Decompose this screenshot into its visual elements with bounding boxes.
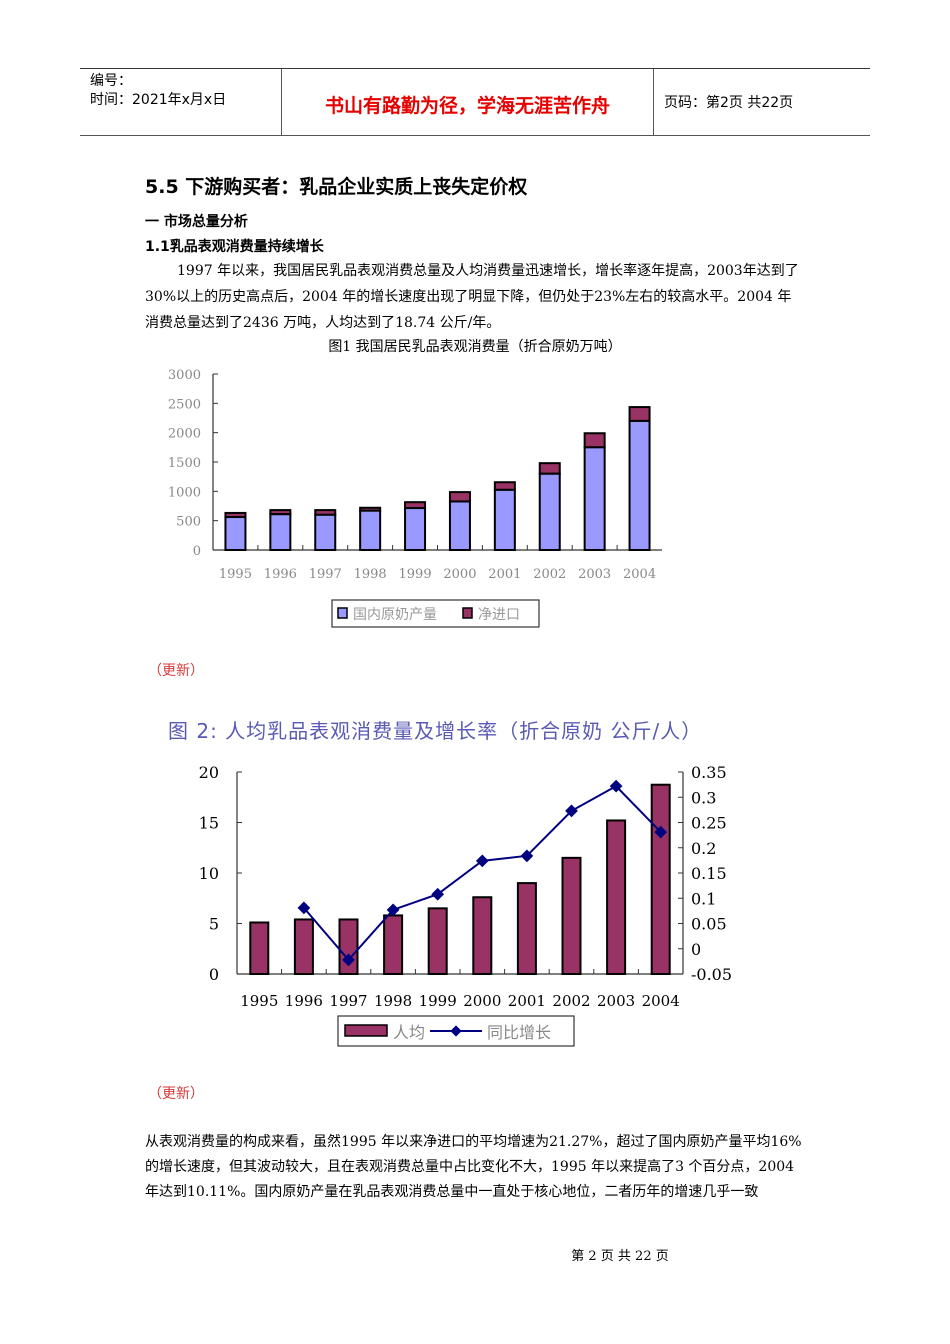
svg-text:2001: 2001	[508, 992, 546, 1010]
svg-text:2500: 2500	[168, 397, 201, 412]
svg-text:2000: 2000	[168, 427, 201, 442]
svg-text:15: 15	[199, 814, 219, 833]
figure2-combo-chart: 图 2: 人均乳品表观消费量及增长率（折合原奶 公斤/人） 0 5 10 15 20 -0…	[160, 705, 760, 1055]
section-title: 5.5 下游购买者：乳品企业实质上丧失定价权	[145, 176, 528, 198]
header-page-info: 页码：第2页 共22页	[664, 95, 794, 111]
svg-text:2004: 2004	[623, 567, 656, 582]
figure1-svg: 0 500 1000 1500 2000 2500 3000 1995 1996 1997 1998…	[168, 368, 662, 628]
subsubsection-title: 1.1乳品表观消费量持续增长	[145, 239, 324, 255]
svg-text:10: 10	[199, 864, 219, 883]
svg-text:2004: 2004	[642, 992, 680, 1010]
page-footer: 第 2 页 共 22 页	[571, 1249, 669, 1264]
svg-text:0.3: 0.3	[691, 788, 716, 807]
document-header: 编号： 时间：2021年x月x日 书山有路勤为径，学海无涯苦作舟 页码：第2页 …	[80, 68, 870, 136]
figure1-caption: 图1 我国居民乳品表观消费量（折合原奶万吨）	[328, 339, 622, 355]
header-motto: 书山有路勤为径，学海无涯苦作舟	[281, 69, 654, 135]
svg-text:1995: 1995	[240, 992, 278, 1010]
svg-text:0.35: 0.35	[691, 763, 727, 782]
svg-text:同比增长: 同比增长	[487, 1023, 551, 1042]
figure2-legend: 人均 同比增长	[337, 1015, 575, 1047]
svg-text:1998: 1998	[354, 567, 387, 582]
svg-text:1998: 1998	[374, 992, 412, 1010]
figure2-svg: 0 5 10 15 20 -0.05 0 0.05 0.1 0.15 0.2 0.25 0.3 0.35 1…	[199, 763, 732, 1047]
svg-text:0.1: 0.1	[691, 889, 716, 908]
figure2-title: 图 2: 人均乳品表观消费量及增长率（折合原奶 公斤/人）	[168, 719, 703, 743]
svg-text:2002: 2002	[552, 992, 590, 1010]
figure1-legend: 国内原奶产量 净进口	[331, 599, 540, 628]
svg-text:1999: 1999	[399, 567, 432, 582]
svg-text:2001: 2001	[488, 567, 521, 582]
update-note-2: （更新）	[148, 1086, 204, 1102]
svg-text:0: 0	[209, 965, 219, 984]
serial-label: 编号：	[90, 73, 132, 89]
svg-text:1997: 1997	[309, 567, 342, 582]
svg-text:2002: 2002	[533, 567, 566, 582]
svg-text:1000: 1000	[168, 485, 201, 500]
paragraph-intro: 1997 年以来，我国居民乳品表观消费总量及人均消费量迅速增长，增长率逐年提高，…	[145, 263, 799, 331]
figure1-stacked-bar-chart: 0 500 1000 1500 2000 2500 3000 1995 1996 1997 1998…	[150, 362, 670, 637]
svg-text:5: 5	[209, 915, 219, 934]
paragraph-composition: 从表观消费量的构成来看，虽然1995 年以来净进口的平均增速为21.27%，超过…	[145, 1134, 802, 1200]
svg-text:3000: 3000	[168, 368, 201, 383]
svg-text:人均: 人均	[393, 1023, 425, 1042]
svg-text:20: 20	[199, 763, 219, 782]
update-note-1: （更新）	[148, 663, 204, 679]
svg-text:2003: 2003	[578, 567, 611, 582]
svg-text:0: 0	[193, 544, 201, 559]
svg-text:0: 0	[691, 940, 701, 959]
svg-text:0.05: 0.05	[691, 915, 727, 934]
svg-text:1995: 1995	[219, 567, 252, 582]
header-meta: 编号： 时间：2021年x月x日	[80, 69, 281, 135]
svg-text:2003: 2003	[597, 992, 635, 1010]
svg-text:1996: 1996	[264, 567, 297, 582]
svg-text:2000: 2000	[443, 567, 476, 582]
svg-text:2000: 2000	[463, 992, 501, 1010]
svg-text:1997: 1997	[329, 992, 367, 1010]
svg-text:净进口: 净进口	[478, 607, 520, 623]
svg-text:1999: 1999	[419, 992, 457, 1010]
svg-text:0.15: 0.15	[691, 864, 727, 883]
svg-text:国内原奶产量: 国内原奶产量	[353, 607, 437, 623]
svg-text:0.2: 0.2	[691, 839, 716, 858]
svg-text:0.25: 0.25	[691, 814, 727, 833]
date-label: 时间：2021年x月x日	[90, 92, 227, 108]
svg-text:-0.05: -0.05	[691, 965, 732, 984]
svg-text:500: 500	[176, 515, 201, 530]
subsection-title: 一 市场总量分析	[145, 214, 248, 230]
svg-text:1996: 1996	[285, 992, 323, 1010]
svg-text:1500: 1500	[168, 456, 201, 471]
